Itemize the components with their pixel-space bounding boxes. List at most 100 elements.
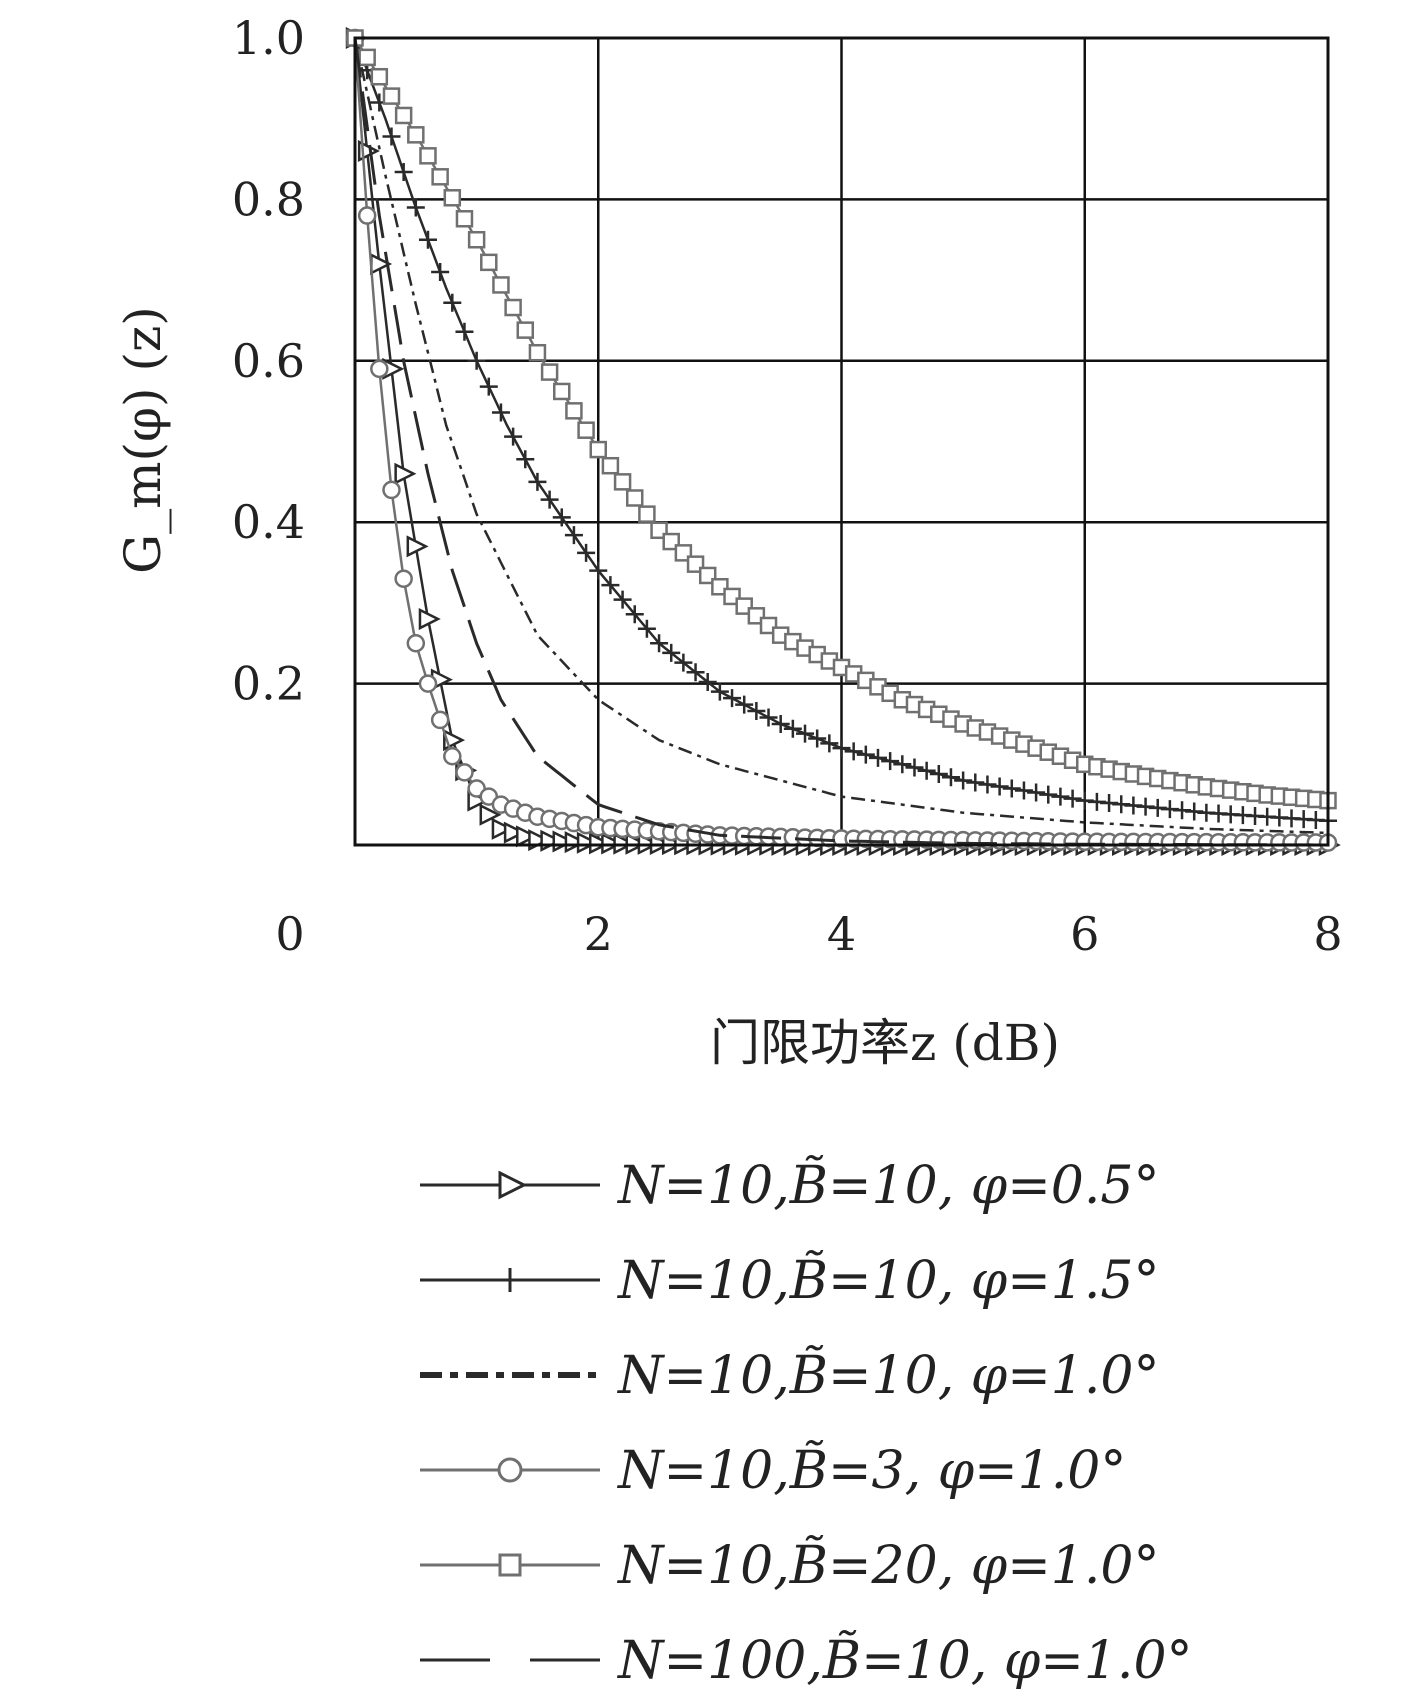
series-2-marker bbox=[1063, 789, 1082, 808]
series-2-marker bbox=[905, 758, 924, 777]
series-2-marker bbox=[443, 293, 462, 312]
series-2-marker bbox=[625, 605, 644, 624]
series-5-marker bbox=[601, 456, 620, 475]
series-2-marker bbox=[844, 742, 863, 761]
legend-marker bbox=[498, 1170, 528, 1200]
series-2 bbox=[346, 29, 1337, 830]
series-4-marker bbox=[406, 634, 426, 653]
series-5-marker bbox=[407, 126, 425, 144]
series-2-marker bbox=[467, 351, 486, 370]
series-5-marker bbox=[553, 382, 571, 401]
series-1-marker bbox=[394, 462, 417, 485]
series-1-marker bbox=[491, 817, 514, 840]
series-2-marker bbox=[491, 403, 510, 422]
series-2-marker bbox=[759, 708, 778, 727]
series-5-marker bbox=[419, 147, 437, 165]
series-2-marker bbox=[771, 714, 790, 733]
series-4-marker bbox=[455, 763, 474, 782]
x-tick-label: 6 bbox=[1070, 907, 1099, 961]
series-2-marker bbox=[783, 719, 802, 738]
series-2-marker bbox=[1014, 781, 1033, 800]
y-axis-ticks: 0.2 0.4 0.6 0.8 1.0 bbox=[232, 11, 305, 711]
plot-frame bbox=[353, 36, 1330, 847]
legend-label: N=100,B̃=10, φ=1.0° bbox=[616, 1630, 1193, 1691]
series-5 bbox=[346, 29, 1337, 810]
legend-item: N=10,B̃=10, φ=1.5° bbox=[420, 1250, 1159, 1311]
series-4-marker bbox=[382, 480, 401, 500]
series-2-marker bbox=[564, 526, 583, 545]
series-4-marker bbox=[370, 359, 389, 379]
series-2-marker bbox=[601, 576, 620, 595]
series-2-marker bbox=[552, 508, 571, 527]
series-2-marker bbox=[990, 777, 1009, 796]
series-2-marker bbox=[382, 127, 401, 146]
series-2-marker bbox=[710, 682, 729, 701]
series-2-marker bbox=[455, 322, 474, 341]
series-2-marker bbox=[516, 450, 535, 469]
grid bbox=[353, 36, 1330, 845]
series-3-line bbox=[353, 37, 1329, 835]
series-5-marker bbox=[431, 168, 449, 186]
series-2-marker bbox=[966, 773, 985, 792]
legend-item: N=10,B̃=20, φ=1.0° bbox=[420, 1535, 1159, 1596]
series-2-marker bbox=[881, 752, 900, 771]
series-2-marker bbox=[868, 748, 887, 767]
series-2-marker bbox=[650, 634, 669, 653]
series-2-marker bbox=[735, 695, 754, 714]
series-5-marker bbox=[370, 67, 389, 86]
series-2-marker bbox=[893, 755, 912, 774]
series-2-marker bbox=[479, 377, 498, 396]
legend-label: N=10,B̃=3, φ=1.0° bbox=[616, 1440, 1126, 1501]
legend-label: N=10,B̃=10, φ=1.5° bbox=[616, 1250, 1159, 1311]
series-5-marker bbox=[565, 402, 583, 420]
series-2-marker bbox=[406, 198, 425, 217]
series-5-marker bbox=[382, 87, 401, 105]
series-2-marker bbox=[418, 230, 437, 249]
legend-label: N=10,B̃=20, φ=1.0° bbox=[616, 1535, 1159, 1596]
y-tick-label: 0.2 bbox=[232, 657, 305, 711]
series-5-marker bbox=[625, 489, 644, 507]
x-tick-label: 2 bbox=[584, 907, 613, 961]
series-5-marker bbox=[540, 363, 559, 381]
series-5-marker bbox=[638, 505, 656, 523]
series-2-marker bbox=[589, 561, 608, 580]
legend-item: N=10,B̃=10, φ=1.0° bbox=[420, 1345, 1159, 1406]
series-2-marker bbox=[978, 775, 997, 794]
y-tick-label: 0.4 bbox=[232, 495, 305, 549]
series-1-marker bbox=[589, 832, 612, 855]
series-2-marker bbox=[528, 472, 547, 491]
series-3 bbox=[353, 37, 1329, 835]
legend: N=10,B̃=10, φ=0.5° N=10,B̃=10, φ=1.5° N=10… bbox=[420, 1155, 1193, 1691]
legend-marker bbox=[498, 1553, 522, 1577]
legend-item: N=10,B̃=10, φ=0.5° bbox=[420, 1155, 1159, 1216]
series-2-marker bbox=[394, 162, 413, 181]
series-4-marker bbox=[394, 569, 413, 588]
series-2-marker bbox=[1027, 783, 1046, 802]
series-2-marker bbox=[808, 729, 827, 748]
y-axis-title: G_m(φ) (z) bbox=[114, 306, 172, 574]
y-tick-label: 0.8 bbox=[232, 172, 305, 226]
x-axis-title: 门限功率z (dB) bbox=[710, 1014, 1060, 1072]
legend-label: N=10,B̃=10, φ=1.0° bbox=[616, 1345, 1159, 1406]
series-2-marker bbox=[577, 543, 596, 562]
x-tick-label: 8 bbox=[1313, 907, 1342, 961]
series-2-marker bbox=[917, 761, 936, 780]
series-2-marker bbox=[723, 689, 742, 708]
series-2-marker bbox=[504, 427, 523, 446]
series-4-marker bbox=[430, 710, 450, 730]
series-2-marker bbox=[820, 734, 839, 753]
series-2-marker bbox=[796, 724, 815, 743]
series-5-marker bbox=[358, 48, 376, 67]
series-1-marker bbox=[576, 831, 599, 854]
series-2-marker bbox=[431, 263, 450, 282]
x-axis-ticks: 0 2 4 6 8 bbox=[275, 907, 1342, 961]
series-2-marker bbox=[856, 745, 875, 764]
series-5-marker bbox=[455, 210, 474, 228]
series-5-marker bbox=[613, 473, 632, 491]
series-4-marker bbox=[357, 206, 377, 225]
series-4-marker bbox=[443, 746, 462, 766]
series-5-marker bbox=[480, 253, 498, 272]
series-2-marker bbox=[1002, 779, 1021, 798]
series-2-marker bbox=[637, 619, 656, 638]
